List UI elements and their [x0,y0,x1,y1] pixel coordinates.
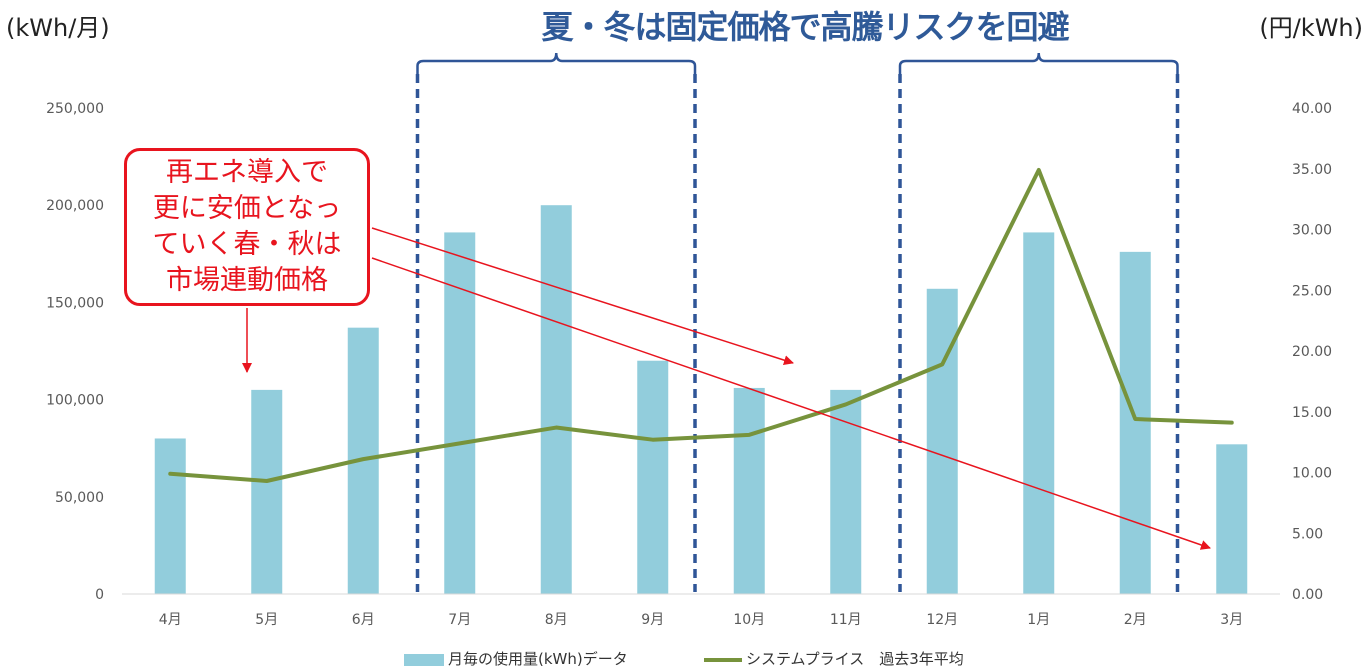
x-tick-label: 11月 [830,612,862,628]
callout-line: 再エネ導入で [166,157,328,188]
bar [637,360,669,594]
bar [1119,251,1151,594]
legend-swatch-line [704,657,742,662]
y2-tick-label: 25.00 [1292,283,1332,299]
x-tick-label: 3月 [1220,612,1243,628]
left-axis-ticks: 0 50,000 100,000 150,000 200,000 250,000 [46,101,104,603]
x-tick-label: 8月 [545,612,568,628]
bar [1023,232,1055,594]
y2-tick-label: 5.00 [1292,526,1323,542]
bar [540,205,572,594]
y-tick-label: 100,000 [46,393,104,409]
bar [733,387,765,594]
x-tick-label: 9月 [641,612,664,628]
y2-tick-label: 30.00 [1292,223,1332,239]
y2-tick-label: 15.00 [1292,405,1332,421]
y-tick-label: 150,000 [46,295,104,311]
bar [1216,444,1248,594]
y2-tick-label: 10.00 [1292,466,1332,482]
legend-label-price: システムプライス 過去3年平均 [746,650,964,668]
chart-headline: 夏・冬は固定価格で高騰リスクを回避 [541,8,1069,46]
right-axis-ticks: 0.00 5.00 10.00 15.00 20.00 25.00 30.00 35.00 40… [1292,101,1332,603]
y-tick-label: 250,000 [46,101,104,117]
line-series [168,167,1234,484]
x-tick-label: 6月 [352,612,375,628]
annotation-arrows [242,227,1211,550]
legend-label-usage: 月毎の使用量(kWh)データ [448,650,628,668]
brace [898,52,1179,74]
bar [154,438,186,594]
bar-series [154,205,1248,594]
right-axis-unit: (円/kWh) [1259,14,1363,42]
legend-item-usage: 月毎の使用量(kWh)データ [404,648,628,669]
x-axis-ticks: 4月 5月 6月 7月 8月 9月 10月 11月 12月 1月 2月 3月 [122,593,1280,628]
arrow-to-spring [371,257,1211,550]
x-tick-label: 4月 [159,612,182,628]
callout-line: 更に安価となっ [152,193,342,224]
arrow-to-autumn [371,227,794,366]
x-tick-label: 12月 [926,612,958,628]
x-tick-label: 7月 [448,612,471,628]
y2-tick-label: 40.00 [1292,101,1332,117]
x-tick-label: 2月 [1124,612,1147,628]
bar [251,389,283,594]
y-tick-label: 200,000 [46,198,104,214]
callout-line: ていく春・秋は [152,229,342,260]
y2-tick-label: 35.00 [1292,162,1332,178]
legend-swatch-bar [404,653,444,666]
legend-item-price: システムプライス 過去3年平均 [704,648,964,669]
left-axis-unit: (kWh/月) [6,14,110,42]
season-brackets [415,52,1180,592]
y-tick-label: 50,000 [55,490,104,506]
bar [444,232,476,594]
x-tick-label: 5月 [255,612,278,628]
callout-box: 再エネ導入で 更に安価となっ ていく春・秋は 市場連動価格 [124,148,370,306]
callout-line: 市場連動価格 [166,265,328,296]
bar [830,389,862,594]
y2-tick-label: 0.00 [1292,587,1323,603]
price-line [168,167,1234,484]
x-tick-label: 10月 [733,612,765,628]
y-tick-label: 0 [95,587,104,603]
x-tick-label: 1月 [1027,612,1050,628]
bar [926,288,958,594]
brace [416,52,697,74]
y2-tick-label: 20.00 [1292,344,1332,360]
